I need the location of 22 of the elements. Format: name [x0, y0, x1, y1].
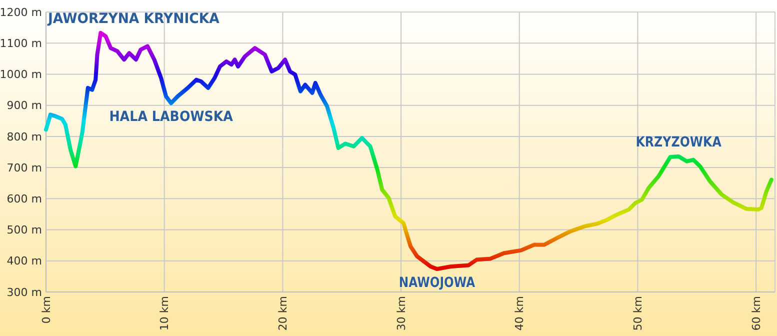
x-tick-label: 50 km — [632, 296, 645, 331]
y-tick-label: 700 m — [6, 161, 42, 174]
y-tick-label: 1000 m — [0, 68, 42, 82]
y-tick-label: 300 m — [6, 286, 42, 299]
y-tick-label: 1200 m — [0, 6, 42, 19]
y-tick-label: 900 m — [6, 99, 42, 112]
annotation: JAWORZYNA KRYNICKA — [47, 10, 230, 27]
x-tick-label: 40 km — [513, 296, 526, 331]
y-tick-label: 600 m — [6, 192, 42, 206]
annotation: KRZYZOWKA — [636, 134, 737, 150]
line-series — [44, 30, 774, 271]
y-tick-label: 400 m — [6, 254, 42, 268]
annotation: NAWOJOWA — [398, 274, 491, 291]
x-tick-label: 20 km — [276, 296, 290, 331]
annotation: HALA LABOWSKA — [109, 109, 246, 126]
x-tick-label: 10 km — [158, 296, 172, 331]
x-tick-label: 0 km — [40, 296, 53, 324]
x-tick-label: 30 km — [394, 296, 408, 331]
y-tick-label: 500 m — [6, 224, 42, 237]
y-tick-label: 1100 m — [0, 36, 42, 50]
y-tick-label: 800 m — [6, 130, 42, 144]
x-tick-label: 60 km — [750, 296, 763, 331]
